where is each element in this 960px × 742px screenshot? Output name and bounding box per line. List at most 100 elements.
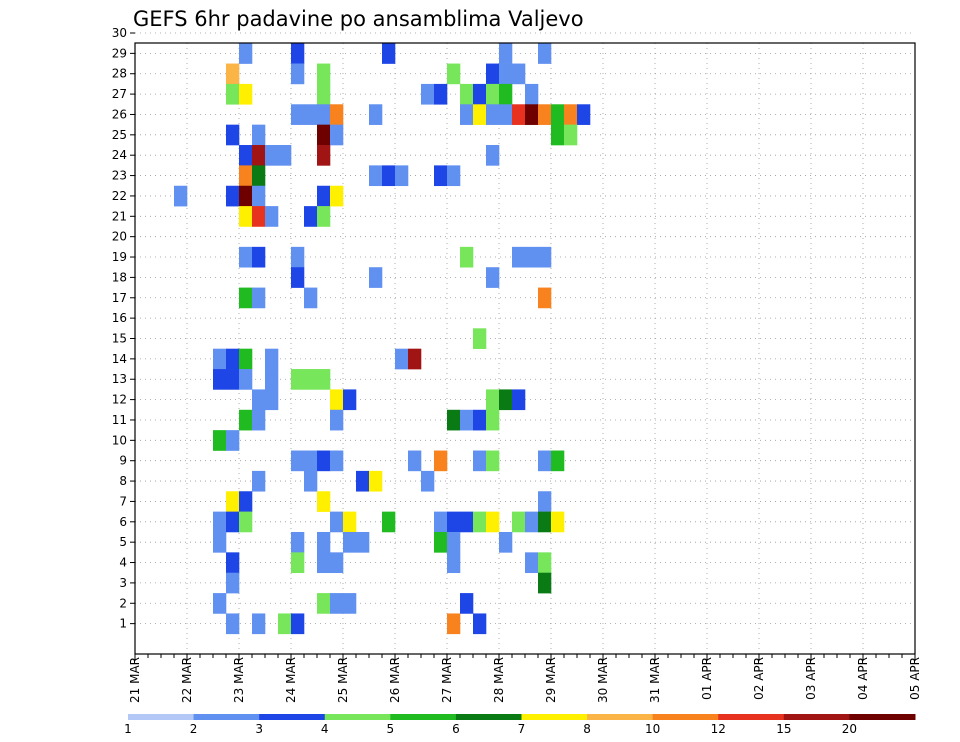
- y-tick-label: 6: [119, 515, 127, 529]
- heatmap-cell: [291, 450, 305, 472]
- color-legend: 1 2 3 4 5 6 7 8 10 12 15 20: [124, 714, 916, 736]
- heatmap-cell: [434, 511, 448, 533]
- heatmap-cell: [265, 348, 279, 370]
- heatmap-cell: [538, 287, 552, 309]
- heatmap-cell: [447, 409, 461, 431]
- heatmap-cell: [252, 613, 266, 635]
- heatmap-cell: [525, 511, 539, 533]
- heatmap-cell: [460, 246, 474, 268]
- heatmap-cell: [317, 552, 331, 574]
- heatmap-cell: [512, 63, 526, 85]
- heatmap-cell: [317, 124, 331, 146]
- y-tick-label: 22: [112, 189, 127, 203]
- heatmap-cell: [252, 389, 266, 411]
- legend-label: 7: [518, 722, 526, 736]
- y-tick-label: 3: [119, 576, 127, 590]
- y-tick-label: 30: [112, 26, 127, 40]
- heatmap-cell: [512, 246, 526, 268]
- y-tick-label: 14: [112, 352, 127, 366]
- heatmap-cell: [447, 531, 461, 553]
- heatmap-cell: [330, 185, 344, 207]
- heatmap-cell: [226, 552, 240, 574]
- legend-label: 2: [190, 722, 198, 736]
- heatmap-cell: [265, 145, 279, 166]
- x-tick-label: 01 APR: [700, 657, 714, 700]
- heatmap-cell: [226, 83, 240, 105]
- heatmap-cell: [330, 124, 344, 146]
- x-tick-label: 22 MAR: [180, 657, 194, 703]
- heatmap-cell: [421, 83, 435, 105]
- heatmap-cell: [291, 552, 305, 574]
- heatmap-cell: [343, 511, 357, 533]
- y-tick-label: 9: [119, 454, 127, 468]
- heatmap-cell: [239, 348, 253, 370]
- heatmap-cell: [317, 63, 331, 85]
- heatmap-cell: [538, 572, 552, 594]
- legend-swatch: [849, 714, 916, 720]
- heatmap-cell: [252, 470, 266, 492]
- heatmap-cell: [252, 206, 266, 227]
- heatmap-cell: [382, 511, 396, 533]
- heatmap-cell: [239, 511, 253, 533]
- legend-swatch: [587, 714, 654, 720]
- heatmap-cell: [330, 593, 344, 614]
- heatmap-cell: [239, 369, 253, 390]
- heatmap-cell: [226, 572, 240, 594]
- heatmap-cell: [538, 450, 552, 472]
- heatmap-cell: [317, 104, 331, 125]
- heatmap-cell: [551, 104, 565, 125]
- heatmap-cell: [369, 470, 383, 492]
- heatmap-cell: [512, 511, 526, 533]
- legend-label: 12: [711, 722, 726, 736]
- heatmap-cell: [434, 450, 448, 472]
- y-tick-label: 11: [112, 413, 127, 427]
- heatmap-cell: [252, 185, 266, 207]
- heatmap-cell: [291, 369, 305, 390]
- heatmap-cell: [265, 206, 279, 227]
- heatmap-cell: [330, 409, 344, 431]
- y-tick-label: 12: [112, 393, 127, 407]
- heatmap-cell: [473, 409, 487, 431]
- heatmap-cell: [291, 104, 305, 125]
- heatmap-cell: [356, 531, 370, 553]
- heatmap-cell: [239, 206, 253, 227]
- heatmap-cell: [330, 450, 344, 472]
- heatmap-cell: [291, 63, 305, 85]
- legend-swatch: [718, 714, 785, 720]
- legend-label: 1: [124, 722, 132, 736]
- heatmap-cell: [239, 145, 253, 166]
- y-tick-label: 1: [119, 617, 127, 631]
- heatmap-cell: [239, 409, 253, 431]
- heatmap-cell: [473, 450, 487, 472]
- heatmap-cell: [486, 450, 500, 472]
- heatmap-cell: [291, 613, 305, 635]
- heatmap-cell: [252, 287, 266, 309]
- heatmap-cell: [369, 165, 383, 187]
- heatmap-cell: [226, 491, 240, 512]
- x-tick-label: 31 MAR: [648, 657, 662, 703]
- legend-swatch: [193, 714, 260, 720]
- heatmap-cell: [473, 104, 487, 125]
- heatmap-cell: [213, 531, 227, 553]
- heatmap-cell: [343, 593, 357, 614]
- heatmap-cell: [226, 348, 240, 370]
- y-tick-label: 21: [112, 209, 127, 223]
- heatmap-cell: [226, 430, 240, 451]
- heatmap-cell: [265, 369, 279, 390]
- heatmap-cell: [395, 165, 409, 187]
- x-tick-label: 21 MAR: [128, 657, 142, 703]
- y-tick-label: 18: [112, 270, 127, 284]
- heatmap-cells: [174, 43, 591, 635]
- heatmap-cell: [447, 552, 461, 574]
- heatmap-cell: [239, 287, 253, 309]
- heatmap-cell: [525, 552, 539, 574]
- heatmap-cell: [213, 348, 227, 370]
- heatmap-cell: [460, 511, 474, 533]
- heatmap-cell: [304, 470, 318, 492]
- y-tick-label: 25: [112, 128, 127, 142]
- heatmap-cell: [291, 267, 305, 288]
- heatmap-cell: [291, 531, 305, 553]
- heatmap-cell: [421, 470, 435, 492]
- legend-swatch: [259, 714, 326, 720]
